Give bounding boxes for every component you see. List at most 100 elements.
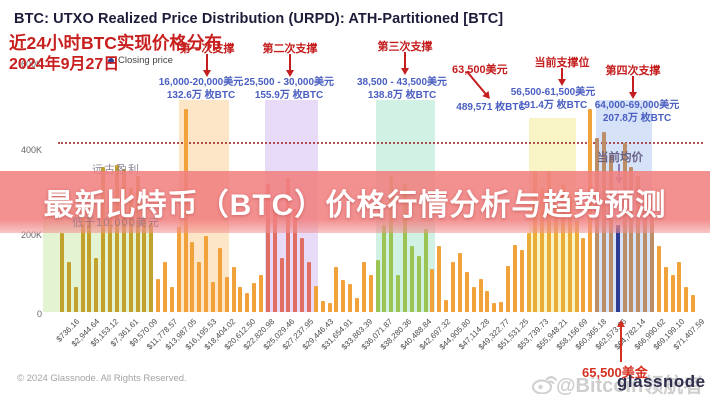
urpd-bar (526, 233, 531, 312)
urpd-bar (636, 176, 641, 312)
support-label: 第一次支撑 (179, 43, 235, 55)
urpd-bar (80, 207, 85, 312)
urpd-bar (650, 209, 654, 312)
urpd-bar (73, 287, 78, 312)
urpd-bar (355, 298, 359, 312)
btc-range-label: 25,500 - 30,000美元 155.9万 枚BTC (243, 77, 335, 101)
urpd-bar (162, 262, 167, 312)
urpd-bar (114, 165, 119, 312)
below-10k-label: 低于10,000美元 (72, 217, 160, 229)
el (203, 70, 211, 77)
urpd-bar (451, 262, 455, 312)
urpd-bar (169, 287, 174, 312)
urpd-bar (471, 287, 476, 312)
y-tick-label: 200K (20, 230, 42, 240)
urpd-bar (643, 196, 648, 312)
urpd-bar (512, 245, 517, 312)
urpd-bar (128, 188, 133, 312)
y-tick-label: 400K (20, 145, 42, 155)
urpd-bar (231, 267, 236, 312)
urpd-bar (60, 233, 64, 312)
el (286, 70, 294, 77)
closing-price-dot-icon (108, 57, 114, 64)
urpd-bar (176, 227, 181, 312)
el (401, 68, 409, 75)
urpd-bar (142, 198, 147, 312)
urpd-bar (629, 167, 634, 312)
urpd-bar (382, 225, 387, 312)
urpd-bar (245, 293, 250, 312)
down-arrow-icon (558, 68, 566, 86)
resistance-dotted-line (58, 142, 703, 144)
urpd-bar (553, 205, 558, 312)
urpd-bar (224, 277, 229, 312)
urpd-bar (396, 275, 401, 312)
urpd-bar (389, 176, 394, 312)
el (289, 54, 291, 71)
urpd-bar (258, 275, 263, 312)
urpd-bar (409, 246, 414, 312)
urpd-bar (499, 302, 503, 312)
urpd-bar (238, 287, 243, 312)
urpd-bar (670, 275, 675, 312)
overlay-subtitle: 近24小时BTC实现价格分布 (9, 33, 222, 53)
urpd-bar (423, 229, 428, 312)
el (632, 76, 634, 93)
overlay-date: 2024年9月27日 (9, 56, 120, 73)
el (558, 79, 566, 86)
urpd-bar (656, 246, 661, 312)
urpd-bar (190, 242, 195, 312)
urpd-bar (684, 287, 689, 312)
y-tick-label: 600K (20, 59, 42, 69)
urpd-bar (135, 176, 140, 312)
urpd-bar (217, 248, 222, 312)
urpd-bar (108, 217, 112, 312)
urpd-bar (505, 266, 510, 312)
urpd-bar (361, 262, 366, 312)
urpd-bar (204, 236, 209, 312)
legend-closing-price: Closing price (108, 55, 173, 66)
btc-range-label: 38,500 - 43,500美元 138.8万 枚BTC (356, 77, 448, 101)
headline-text: 最新比特币（BTC）价格行情分析与趋势预测 (43, 189, 667, 222)
el (206, 54, 208, 71)
urpd-bar (444, 300, 449, 312)
el (561, 68, 563, 80)
urpd-bar (485, 291, 490, 312)
urpd-bar (567, 196, 572, 312)
support-label: 第四次支撑 (605, 65, 661, 77)
urpd-bar (574, 221, 579, 312)
urpd-bar (307, 262, 311, 312)
urpd-bar (464, 272, 469, 312)
urpd-bar (149, 223, 154, 312)
urpd-bar (677, 262, 682, 312)
urpd-bar (87, 213, 92, 312)
urpd-bar (341, 280, 346, 312)
urpd-bar (197, 262, 202, 312)
urpd-bar (478, 279, 483, 312)
urpd-bar (663, 267, 668, 312)
urpd-bar (334, 267, 339, 312)
urpd-bar (272, 207, 277, 312)
down-arrow-icon (629, 76, 637, 99)
btc-range-label: 16,000-20,000美元 132.6万 枚BTC (158, 77, 244, 101)
watermark-handle: @Bitcoin领航者 (556, 375, 704, 397)
urpd-bar (416, 256, 421, 312)
urpd-bar (560, 184, 565, 312)
urpd-bar (519, 250, 524, 312)
btc-range-label: 489,571 枚BTC (456, 102, 526, 113)
el (629, 92, 637, 99)
btc-range-label: 64,000-69,000美元 207.8万 枚BTC (594, 100, 680, 124)
urpd-bar (293, 209, 298, 312)
urpd-bar (300, 238, 305, 312)
urpd-bar (533, 171, 538, 312)
urpd-bar (286, 178, 291, 312)
urpd-bar (403, 184, 407, 312)
urpd-bar (320, 301, 325, 312)
urpd-bar (101, 167, 106, 312)
el (620, 326, 622, 362)
urpd-bar (368, 275, 373, 312)
el (404, 52, 406, 69)
urpd-bar (540, 188, 545, 312)
down-arrow-icon (203, 54, 211, 77)
